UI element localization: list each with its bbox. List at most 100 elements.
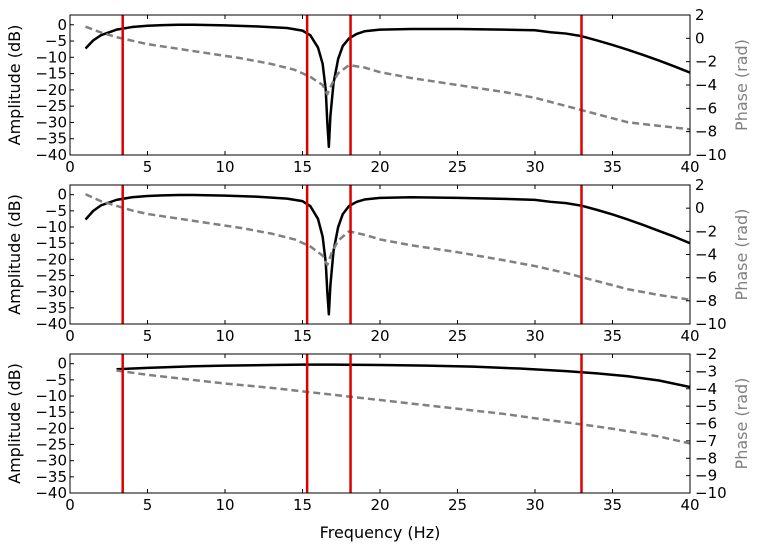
y-tick-label: −10 [35,48,67,66]
y2-tick-label: −9 [695,467,717,485]
phase-series-line [116,369,690,445]
x-tick-label: 10 [215,496,234,514]
y-tick-label: −15 [35,403,67,421]
y2-tick-label: −10 [695,146,727,164]
x-tick-label: 15 [293,158,312,176]
y-tick-label: −20 [35,419,67,437]
y2-tick-label: −4 [695,76,717,94]
y-tick-label: −20 [35,81,67,99]
subplot-3: 0 5 10 15 20 25 30 35 40−40−35−30−25−20−15−10−50… [5,345,751,542]
y2-tick-label: −8 [695,123,717,141]
x-tick-label: 40 [680,158,699,176]
y-tick-label: 0 [57,16,67,34]
y2-tick-label: 2 [695,6,705,24]
x-tick-label: 35 [603,496,622,514]
x-tick-label: 5 [143,496,153,514]
x-tick-label: 20 [370,158,389,176]
y-tick-label: −10 [35,218,67,236]
y2-tick-label: −3 [695,362,717,380]
y-tick-label: −5 [45,202,67,220]
amplitude-series-line [84,23,690,149]
y-tick-label: −35 [35,299,67,317]
x-tick-label: 5 [143,158,153,176]
x-tick-label: 0 [65,158,75,176]
y-tick-label: −5 [45,371,67,389]
y-tick-label: −20 [35,250,67,268]
phase-series-line [84,193,690,301]
y2-tick-label: 2 [695,176,705,194]
x-tick-label: 5 [143,327,153,345]
x-tick-label: 25 [448,327,467,345]
phase-series-line [85,25,690,131]
x-tick-label: 30 [525,496,544,514]
y2-tick-label: −6 [695,99,717,117]
x-tick-label: 15 [293,327,312,345]
y2-tick-label: −8 [695,449,717,467]
y-axis-label: Amplitude (dB) [5,25,24,146]
y2-tick-label: −10 [695,484,727,502]
y2-tick-label: −2 [695,53,717,71]
amplitude-series-line [84,193,690,316]
y-tick-label: −15 [35,234,67,252]
subplot-1: 0 5 10 15 20 25 30 35 40−40−35−30−25−20−15−10−50… [5,6,751,176]
y2-tick-label: −2 [695,345,717,363]
plot-area [84,15,690,155]
y2-tick-label: 0 [695,199,705,217]
y2-axis-label: Phase (rad) [732,378,751,470]
y-tick-label: −25 [35,97,67,115]
y2-tick-label: 0 [695,29,705,47]
x-tick-label: 0 [65,327,75,345]
y-tick-label: −25 [35,436,67,454]
x-tick-label: 40 [680,327,699,345]
y-tick-label: −30 [35,452,67,470]
y-tick-label: −40 [35,315,67,333]
axes-frame [69,184,691,325]
y2-tick-label: −2 [695,222,717,240]
x-tick-label: 35 [603,158,622,176]
y2-tick-label: −8 [695,292,717,310]
y-tick-label: −10 [35,387,67,405]
x-tick-label: 10 [215,158,234,176]
y-tick-label: −40 [35,484,67,502]
x-tick-label: 0 [65,496,75,514]
x-tick-label: 25 [448,158,467,176]
y-axis-label: Amplitude (dB) [5,363,24,484]
axes-frame [69,14,691,156]
y-tick-label: −5 [45,32,67,50]
y-tick-label: 0 [57,355,67,373]
y2-tick-label: −6 [695,269,717,287]
x-tick-label: 20 [370,496,389,514]
x-tick-label: 30 [525,327,544,345]
y-tick-label: −40 [35,146,67,164]
y2-tick-label: −4 [695,380,717,398]
x-axis-label: Frequency (Hz) [320,523,441,542]
y2-tick-label: −7 [695,432,717,450]
x-tick-label: 25 [448,496,467,514]
y2-tick-label: −5 [695,397,717,415]
y2-axis-label: Phase (rad) [732,209,751,301]
y2-axis-label: Phase (rad) [732,39,751,131]
y-tick-label: 0 [57,186,67,204]
y-tick-label: −15 [35,65,67,83]
y-tick-label: −30 [35,113,67,131]
x-tick-label: 35 [603,327,622,345]
y-tick-label: −35 [35,468,67,486]
y-tick-label: −30 [35,283,67,301]
y2-tick-label: −6 [695,415,717,433]
y-tick-label: −25 [35,267,67,285]
plot-area [84,185,690,324]
x-tick-label: 40 [680,496,699,514]
y-tick-label: −35 [35,130,67,148]
x-tick-label: 10 [215,327,234,345]
amplitude-series-line [116,363,690,389]
y2-tick-label: −4 [695,246,717,264]
x-tick-label: 15 [293,496,312,514]
x-tick-label: 20 [370,327,389,345]
plot-area [116,354,690,493]
y2-tick-label: −10 [695,315,727,333]
x-tick-label: 30 [525,158,544,176]
axes-frame [69,353,691,494]
y-axis-label: Amplitude (dB) [5,194,24,315]
subplot-2: 0 5 10 15 20 25 30 35 40−40−35−30−25−20−15−10−50… [5,176,751,345]
